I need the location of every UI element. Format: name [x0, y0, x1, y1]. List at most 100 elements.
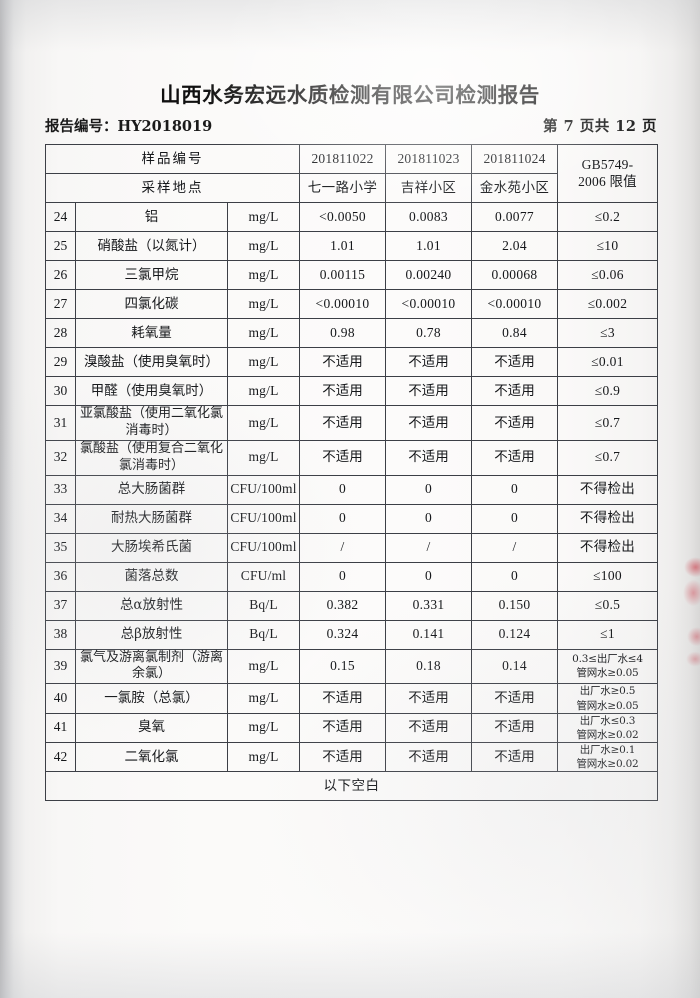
- row-parameter-name: 硝酸盐（以氮计）: [75, 231, 228, 261]
- row-limit: 出厂水≥0.1 管网水≥0.02: [557, 742, 658, 773]
- row-value-sample-2: 1.01: [385, 231, 472, 261]
- table-row: 24 铝 mg/L <0.0050 0.0083 0.0077 ≤0.2: [45, 202, 658, 232]
- row-value-sample-3: 0.14: [471, 648, 558, 685]
- row-limit: 不得检出: [557, 503, 658, 534]
- row-limit: 出厂水≤0.3 管网水≥0.02: [557, 712, 658, 744]
- header-sample-no-3: 201811024: [471, 144, 558, 174]
- header-sample-no-label: 样品编号: [45, 144, 300, 174]
- row-limit: 不得检出: [557, 532, 658, 563]
- header-sample-site-3: 金水苑小区: [471, 173, 558, 203]
- row-limit: ≤0.002: [557, 289, 658, 319]
- row-no: 26: [45, 260, 76, 290]
- results-table-container: 样品编号 201811022 201811023 201811024 GB574…: [45, 144, 658, 802]
- row-no: 35: [45, 532, 76, 563]
- row-value-sample-3: 2.04: [471, 231, 558, 261]
- row-value-sample-1: 0.382: [299, 590, 386, 621]
- row-limit: ≤1: [557, 619, 658, 650]
- row-value-sample-1: /: [299, 532, 386, 563]
- header-sample-no-1: 201811022: [299, 144, 386, 174]
- row-unit: Bq/L: [227, 619, 300, 650]
- row-value-sample-1: 不适用: [299, 376, 386, 406]
- table-row: 34 耐热大肠菌群 CFU/100ml 0 0 0 不得检出: [45, 503, 658, 534]
- row-value-sample-3: 不适用: [471, 347, 558, 377]
- row-no: 38: [45, 619, 76, 650]
- row-parameter-name: 总β放射性: [75, 619, 228, 650]
- row-limit-line-1: 出厂水≥0.5: [579, 685, 636, 698]
- row-value-sample-2: 0: [385, 474, 472, 505]
- row-parameter-name: 甲醛（使用臭氧时）: [75, 376, 228, 406]
- row-parameter-name: 菌落总数: [75, 561, 228, 592]
- row-value-sample-1: <0.0050: [299, 202, 386, 232]
- row-value-sample-2: 0: [385, 561, 472, 592]
- row-limit: ≤0.2: [557, 202, 658, 232]
- row-unit: mg/L: [227, 289, 300, 319]
- row-parameter-name: 亚氯酸盐（使用二氧化氯消毒时）: [75, 405, 228, 441]
- row-limit: ≤100: [557, 561, 658, 592]
- row-value-sample-1: 不适用: [299, 439, 386, 476]
- row-value-sample-3: 0.84: [471, 318, 558, 348]
- row-parameter-name: 氯酸盐（使用复合二氧化氯消毒时）: [75, 439, 228, 476]
- table-header-row-sample-no: 样品编号 201811022 201811023 201811024 GB574…: [45, 144, 658, 203]
- row-value-sample-2: 0.141: [385, 619, 472, 650]
- row-value-sample-1: 0.98: [299, 318, 386, 348]
- row-no: 39: [45, 648, 76, 685]
- row-value-sample-2: <0.00010: [385, 289, 472, 319]
- row-unit: CFU/100ml: [227, 474, 300, 505]
- row-unit: Bq/L: [227, 590, 300, 621]
- table-row: 28 耗氧量 mg/L 0.98 0.78 0.84 ≤3: [45, 318, 658, 348]
- row-parameter-name: 耗氧量: [75, 318, 228, 348]
- table-footer-row: 以下空白: [45, 771, 658, 802]
- row-value-sample-1: 0: [299, 561, 386, 592]
- table-header-row-sample-site: 采样地点 七一路小学 吉祥小区 金水苑小区: [45, 173, 658, 203]
- row-no: 27: [45, 289, 76, 319]
- row-limit: ≤10: [557, 231, 658, 261]
- row-value-sample-2: 不适用: [385, 376, 472, 406]
- page-title: 山西水务宏远水质检测有限公司检测报告: [160, 83, 540, 107]
- row-value-sample-3: 0.124: [471, 619, 558, 650]
- row-unit: mg/L: [227, 202, 300, 232]
- header-sample-site-2: 吉祥小区: [385, 173, 472, 203]
- row-unit: CFU/ml: [227, 561, 300, 592]
- row-value-sample-2: /: [385, 532, 472, 563]
- row-value-sample-1: 不适用: [299, 683, 386, 714]
- row-parameter-name: 臭氧: [75, 712, 228, 744]
- row-value-sample-2: 不适用: [385, 742, 472, 773]
- row-value-sample-1: 1.01: [299, 231, 386, 261]
- row-no: 29: [45, 347, 76, 377]
- row-limit: ≤0.7: [557, 439, 658, 476]
- row-value-sample-1: 不适用: [299, 405, 386, 441]
- table-row: 29 溴酸盐（使用臭氧时） mg/L 不适用 不适用 不适用 ≤0.01: [45, 347, 658, 377]
- page-indicator: 第 7 页共 12 页: [543, 118, 657, 135]
- row-no: 36: [45, 561, 76, 592]
- row-value-sample-2: 0.18: [385, 648, 472, 685]
- row-limit-line-1: 出厂水≤0.3: [579, 714, 636, 727]
- table-row: 33 总大肠菌群 CFU/100ml 0 0 0 不得检出: [45, 474, 658, 505]
- row-no: 24: [45, 202, 76, 232]
- row-value-sample-3: 不适用: [471, 376, 558, 406]
- row-parameter-name: 大肠埃希氏菌: [75, 532, 228, 563]
- row-unit: CFU/100ml: [227, 503, 300, 534]
- row-limit-line-1: 0.3≤出厂水≤4: [572, 653, 643, 666]
- table-row: 37 总α放射性 Bq/L 0.382 0.331 0.150 ≤0.5: [45, 590, 658, 621]
- row-no: 31: [45, 405, 76, 441]
- row-value-sample-2: 不适用: [385, 347, 472, 377]
- row-value-sample-2: 不适用: [385, 712, 472, 744]
- report-meta-line: 报告编号：HY2018019 第 7 页共 12 页: [45, 115, 657, 136]
- row-value-sample-2: 不适用: [385, 405, 472, 441]
- row-unit: mg/L: [227, 347, 300, 377]
- row-value-sample-3: 不适用: [471, 439, 558, 476]
- row-no: 40: [45, 683, 76, 714]
- row-limit-line-2: 管网水≥0.02: [576, 758, 639, 771]
- row-parameter-name: 溴酸盐（使用臭氧时）: [75, 347, 228, 377]
- row-value-sample-3: 0: [471, 561, 558, 592]
- row-parameter-name: 耐热大肠菌群: [75, 503, 228, 534]
- row-limit: ≤0.01: [557, 347, 658, 377]
- row-value-sample-2: 不适用: [385, 439, 472, 476]
- row-parameter-name: 一氯胺（总氯）: [75, 683, 228, 714]
- row-value-sample-3: 不适用: [471, 405, 558, 441]
- header-standard-limit: GB5749- 2006 限值: [557, 144, 658, 203]
- row-value-sample-3: 不适用: [471, 683, 558, 714]
- row-unit: mg/L: [227, 260, 300, 290]
- row-parameter-name: 总α放射性: [75, 590, 228, 621]
